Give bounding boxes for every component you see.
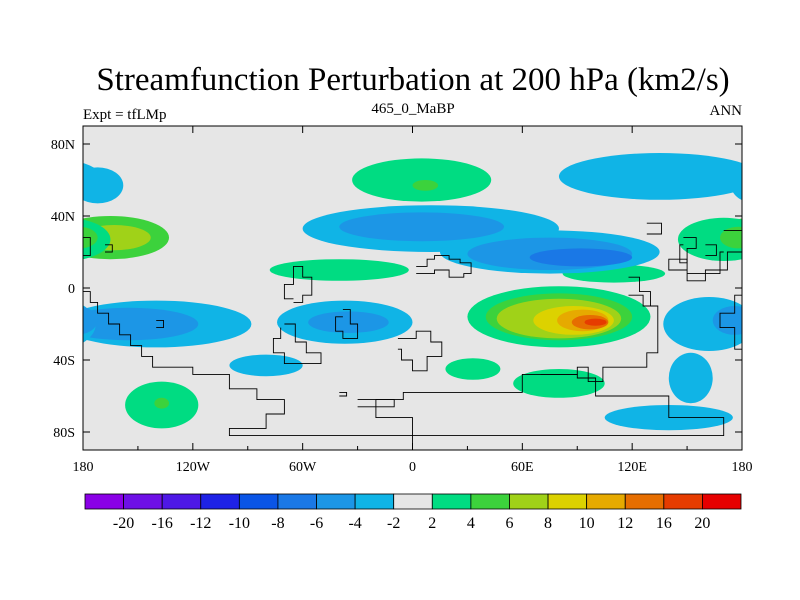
contour-neg-s-pacific-2	[83, 307, 199, 341]
x-tick-label: 60W	[289, 460, 317, 475]
coastline-segment	[416, 255, 472, 278]
colorbar-swatch	[702, 493, 742, 510]
contour-pos-n-atlantic	[352, 158, 492, 202]
contour-pos-e-asia	[677, 217, 742, 261]
colorbar-swatch	[547, 493, 588, 510]
contour-neg-e-pacific-2	[83, 306, 98, 334]
colorbar-label: -10	[229, 515, 250, 532]
contour-pos-s-indian	[513, 369, 605, 398]
colorbar-label: 12	[617, 515, 633, 532]
colorbar-swatch	[277, 493, 317, 510]
x-tick-label: 60E	[511, 460, 534, 475]
colorbar-swatch	[470, 493, 510, 510]
coastline-segment	[105, 244, 113, 253]
contour-pos-trop-atl	[269, 259, 409, 281]
colorbar-swatch	[238, 493, 279, 510]
colorbar-label: -8	[271, 515, 284, 532]
colorbar-label: 4	[467, 515, 475, 532]
coastline-segment	[679, 237, 697, 264]
contour-pos-indian-7	[584, 318, 607, 326]
contour-neg-s-america-2	[308, 311, 389, 334]
colorbar-swatch	[586, 493, 626, 510]
coastline-segment	[719, 294, 742, 350]
contour-pos-n-atlantic-core	[412, 180, 439, 191]
colorbar-swatch	[624, 493, 665, 510]
coastline-segment	[705, 244, 717, 257]
coastline-outlines	[83, 222, 742, 450]
colorbar-label: -2	[387, 515, 400, 532]
coastline-segment	[628, 276, 651, 307]
colorbar-label: -20	[113, 515, 134, 532]
contour-neg-midlat-4	[529, 248, 633, 267]
colorbar-label: 10	[579, 515, 595, 532]
colorbar-swatch	[431, 493, 472, 510]
contour-neg-n-atlantic	[83, 162, 102, 190]
coastline-segment	[335, 309, 359, 339]
colorbar-label: 6	[505, 515, 513, 532]
y-tick-label: 80S	[53, 426, 75, 441]
colorbar-label: -12	[190, 515, 211, 532]
colorbar-swatch	[354, 493, 395, 510]
coastline-segment	[156, 319, 164, 329]
colorbar-swatch	[663, 493, 703, 510]
contour-pos-n-pacific-core	[736, 230, 742, 245]
colorbar-label: -16	[152, 515, 173, 532]
y-tick-label: 40S	[53, 354, 75, 369]
center-string: 465_0_MaBP	[371, 101, 454, 117]
colorbar-swatch	[84, 493, 124, 510]
colorbar-label: -6	[310, 515, 323, 532]
contour-neg-e-pacific	[83, 305, 96, 343]
x-tick-label: 120W	[176, 460, 211, 475]
coastline-segment	[540, 305, 659, 383]
colorbar-swatch	[123, 493, 163, 510]
contour-neg-s-tail	[668, 352, 713, 404]
chart-title: Streamfunction Perturbation at 200 hPa (…	[96, 62, 729, 98]
contour-pos-e-asia-core	[720, 226, 742, 249]
coastline-segment	[668, 229, 742, 282]
y-tick-label: 40N	[51, 210, 75, 225]
coastline-segment	[357, 399, 395, 408]
contour-fills	[83, 126, 742, 450]
coastline-segment	[283, 265, 313, 303]
contour-neg-n-atlantic	[558, 153, 742, 200]
colorbar: -20 -16 -12 -10 -8 -6 -4 -2 2 4 6 8 10 12 16 20	[84, 493, 742, 532]
coastline-segment	[272, 323, 322, 365]
colorbar-label: -4	[348, 515, 361, 532]
coastline-segment	[339, 391, 348, 397]
contour-pos-s-pacific-core	[154, 397, 170, 409]
colorbar-swatch	[200, 493, 240, 510]
y-tick-label: 0	[68, 282, 75, 297]
contour-pos-e-asia-core	[83, 227, 98, 249]
colorbar-swatch	[393, 493, 433, 510]
x-tick-label: 120E	[617, 460, 647, 475]
x-tick-label: 0	[409, 460, 416, 475]
x-tick-label: 180	[73, 460, 94, 475]
x-tick-label: 180	[732, 460, 753, 475]
left-string: Expt = tfLMp	[83, 107, 166, 123]
colorbar-label: 20	[694, 515, 710, 532]
coastline-segment	[83, 237, 91, 257]
contour-pos-s-atl-low	[445, 358, 501, 380]
contour-neg-s-pacific-b	[229, 354, 303, 377]
colorbar-label: 8	[544, 515, 552, 532]
contour-neg-midlat-2	[339, 212, 505, 242]
axes: 180 120W 60W 0 60E 120E 180 80N 40N 0 40S 80S	[51, 126, 753, 475]
colorbar-swatch	[316, 493, 356, 510]
coastline-segment	[646, 222, 662, 235]
coastline-segment	[397, 330, 443, 372]
y-tick-label: 80N	[51, 138, 75, 153]
coastline-segment	[83, 291, 725, 450]
colorbar-swatch	[161, 493, 202, 510]
colorbar-label: 2	[428, 515, 436, 532]
right-string: ANN	[710, 103, 743, 119]
colorbar-swatch	[509, 493, 549, 510]
colorbar-label: 16	[656, 515, 672, 532]
